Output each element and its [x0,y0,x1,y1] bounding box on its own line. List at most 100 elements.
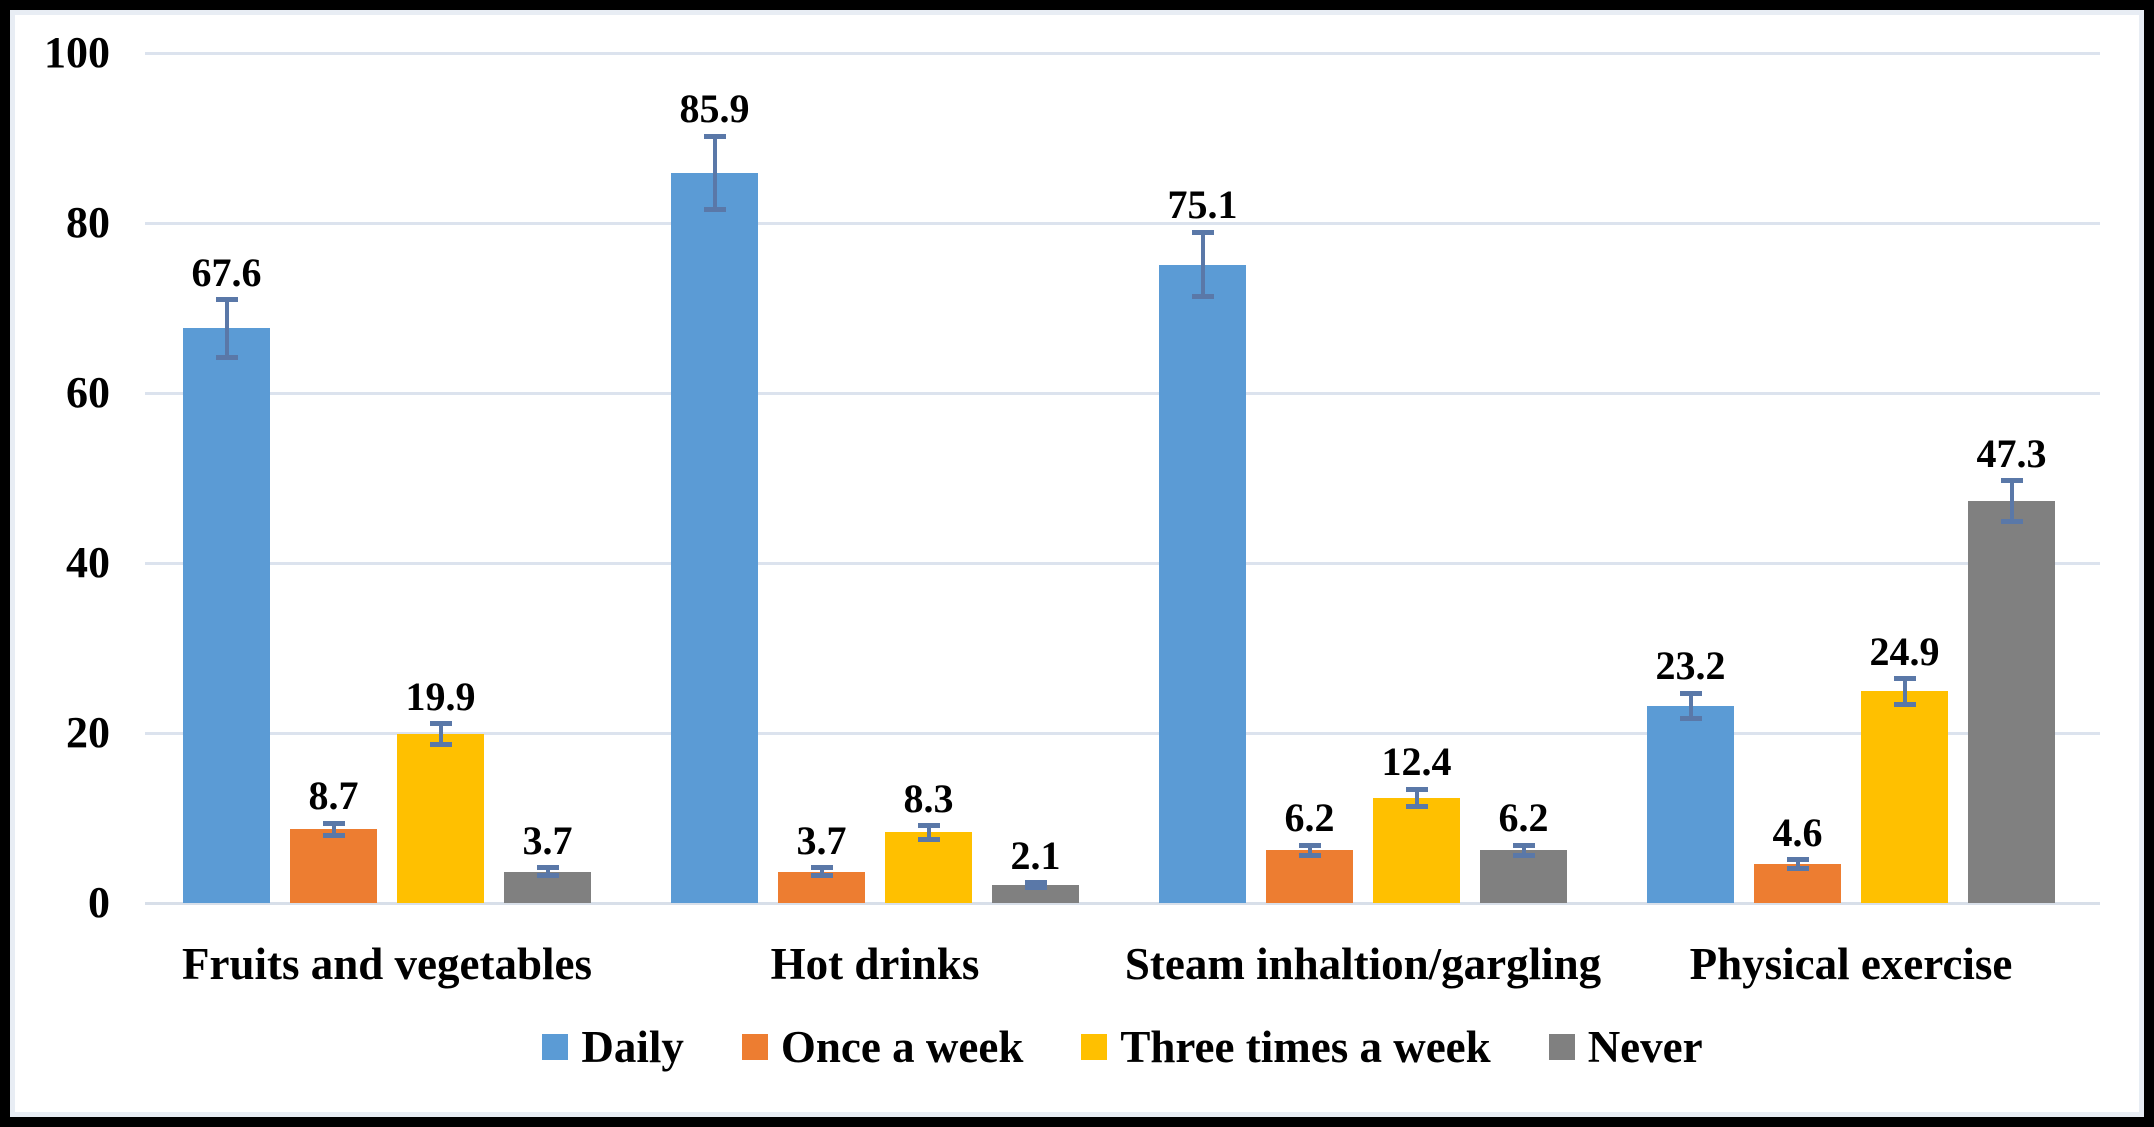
bar-value-label: 47.3 [1976,430,2047,476]
bar-value-label: 2.1 [1010,832,1061,878]
error-bar [712,136,717,210]
error-bar-cap [1024,880,1047,886]
error-bar-cap [2000,518,2023,524]
error-bar [819,867,824,876]
error-bar-cap [322,832,345,838]
bar-daily-steam-inhaltion-gargling [1159,264,1246,903]
error-bar-cap [1512,852,1535,858]
error-bar [1307,845,1312,856]
bar-value-label: 12.4 [1381,739,1452,785]
error-bar [926,825,931,840]
gridline [145,51,2100,55]
legend-swatch-three-times-a-week [1081,1034,1108,1060]
bar-value-label: 3.7 [796,817,847,863]
error-bar-cap [215,297,238,302]
bar-three-times-a-week-physical-exercise [1861,691,1948,903]
legend-swatch-daily [542,1034,569,1060]
bar-value-label: 67.6 [191,249,262,295]
error-bar [438,723,443,745]
error-bar-cap [1893,701,1916,707]
legend-label-once-a-week: Once a week [780,1022,1024,1072]
bar-daily-fruits-and-vegetables [183,328,270,903]
error-bar-cap [1191,294,1214,300]
error-bar [1688,693,1693,719]
error-bar-cap [1024,885,1047,891]
error-bar [2009,480,2014,522]
legend: Daily Once a week Three times a week Never [145,1012,2100,1082]
bar-three-times-a-week-fruits-and-vegetables [397,733,484,903]
bar-daily-hot-drinks [671,172,758,903]
error-bar-cap [1679,716,1702,722]
error-bar-cap [1893,676,1916,682]
x-category-label-steam-inhaltion-gargling: Steam inhaltion/gargling [1124,939,1602,989]
legend-swatch-never [1548,1034,1575,1060]
legend-swatch-once-a-week [741,1034,768,1060]
error-bar-cap [1405,803,1428,809]
bar-value-label: 24.9 [1869,628,1940,674]
error-bar [545,867,550,876]
legend-item-never: Never [1548,1021,1703,1073]
error-bar-cap [1191,229,1214,235]
bar-value-label: 85.9 [679,86,750,132]
error-bar [331,823,336,835]
bar-value-label: 23.2 [1655,643,1726,689]
error-bar-cap [1786,865,1809,871]
y-tick-label: 60 [66,368,110,417]
error-bar-cap [1298,842,1321,848]
error-bar-cap [429,741,452,747]
bar-value-label: 75.1 [1167,182,1238,228]
error-bar-cap [1298,852,1321,858]
error-bar [1414,789,1419,807]
bar-daily-physical-exercise [1647,705,1734,903]
error-bar-cap [703,206,726,212]
bar-value-label: 8.7 [308,773,359,819]
bar-value-label: 3.7 [522,817,573,863]
error-bar [1033,882,1038,888]
gridline [145,561,2100,565]
error-bar-cap [536,865,559,871]
x-axis-line [145,901,2100,905]
bar-never-steam-inhaltion-gargling [1480,850,1567,903]
x-category-label-hot-drinks: Hot drinks [770,939,980,989]
legend-label-daily: Daily [581,1022,684,1072]
error-bar-cap [1512,842,1535,848]
gridline [145,731,2100,735]
x-category-label-fruits-and-vegetables: Fruits and vegetables [182,939,592,989]
gridline [145,221,2100,225]
error-bar-cap [1786,857,1809,863]
bar-once-a-week-steam-inhaltion-gargling [1266,850,1353,903]
y-tick-label: 100 [44,28,110,77]
bar-three-times-a-week-hot-drinks [885,832,972,903]
error-bar [1200,232,1205,297]
error-bar-cap [1405,786,1428,792]
error-bar-cap [917,836,940,842]
legend-label-never: Never [1587,1022,1703,1072]
error-bar [1795,859,1800,869]
error-bar [1521,845,1526,856]
error-bar-cap [810,865,833,871]
y-tick-label: 40 [66,538,110,587]
bar-value-label: 6.2 [1284,795,1335,841]
bar-never-hot-drinks [992,885,1079,903]
legend-item-once-a-week: Once a week [741,1021,1024,1073]
error-bar-cap [429,721,452,727]
error-bar-cap [810,872,833,878]
bar-three-times-a-week-steam-inhaltion-gargling [1373,797,1460,903]
error-bar [1902,678,1907,705]
error-bar-cap [2000,478,2023,484]
legend-item-daily: Daily [542,1021,684,1073]
y-tick-label: 20 [66,708,110,757]
legend-item-three-times-a-week: Three times a week [1081,1021,1491,1073]
gridline [145,391,2100,395]
legend-label-three-times-a-week: Three times a week [1120,1022,1491,1072]
x-category-label-physical-exercise: Physical exercise [1689,939,2013,989]
error-bar-cap [1679,690,1702,696]
bar-never-physical-exercise [1968,500,2055,903]
error-bar [224,299,229,358]
error-bar-cap [322,820,345,826]
bar-once-a-week-fruits-and-vegetables [290,829,377,903]
bar-value-label: 4.6 [1772,809,1823,855]
y-tick-label: 80 [66,198,110,247]
error-bar-cap [536,872,559,878]
